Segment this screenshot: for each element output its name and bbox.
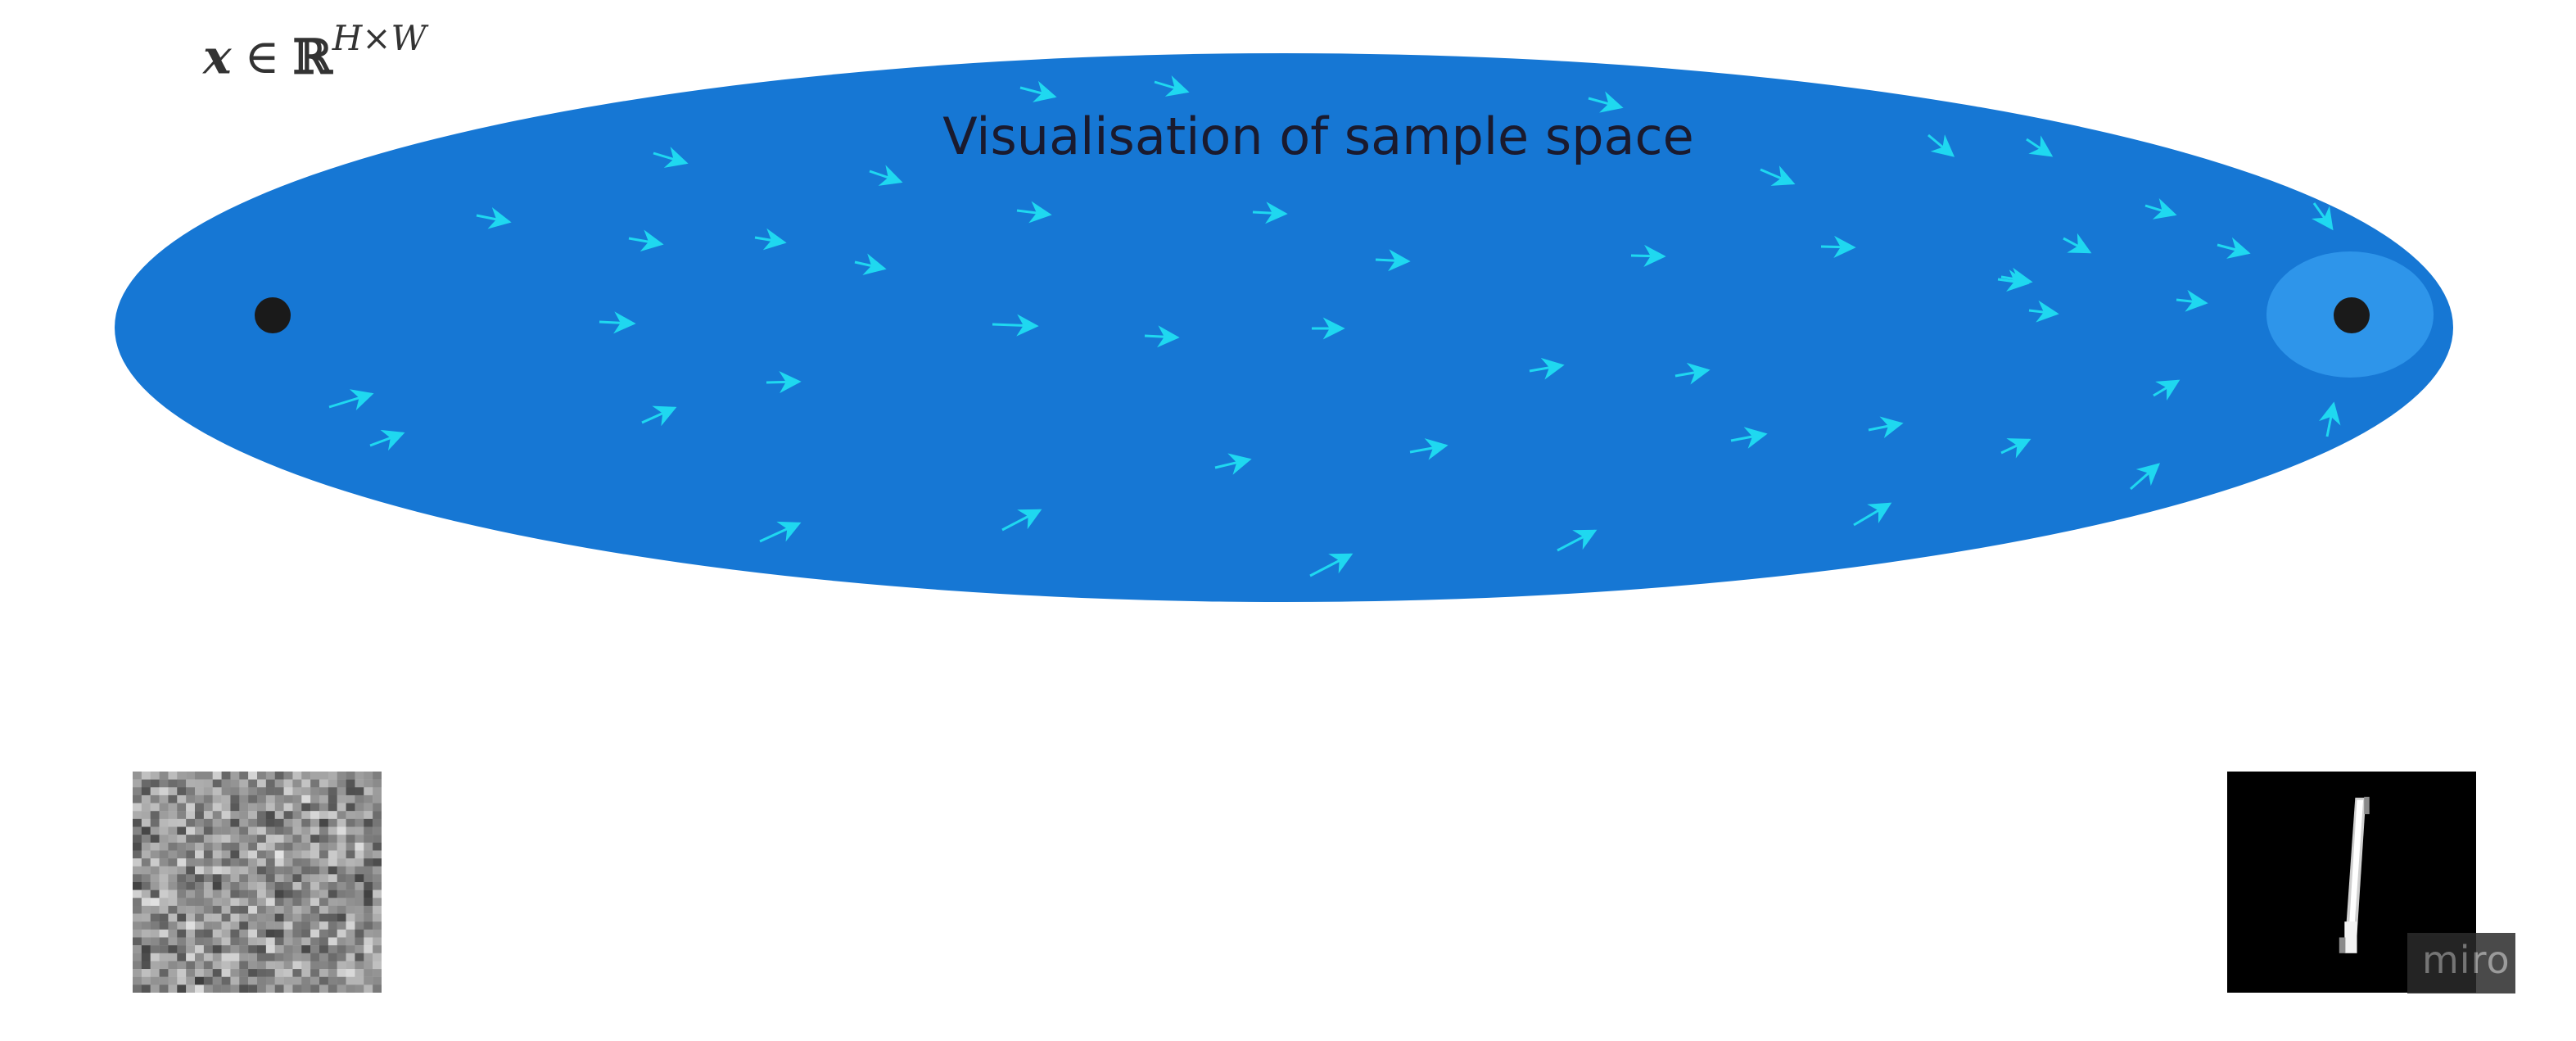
arrow-icon (1529, 357, 1565, 380)
arrow-icon (1868, 416, 1904, 439)
sample-space-ellipse (115, 53, 2453, 602)
arrow-icon (2318, 401, 2341, 437)
arrow-icon (2144, 197, 2177, 220)
arrow-icon (992, 314, 1039, 337)
arrow-icon (328, 389, 374, 411)
arrow-icon (754, 228, 787, 251)
formula-variable: x (203, 29, 232, 85)
start-point (255, 297, 291, 333)
arrow-icon (1760, 165, 1796, 186)
end-point (2334, 297, 2370, 333)
formula-exponent: H×W (332, 18, 427, 58)
arrow-icon (854, 253, 887, 275)
sample-space-formula: x ∈ ℝH×W (203, 18, 427, 85)
arrow-icon (476, 206, 512, 229)
arrow-icon (653, 147, 689, 168)
formula-operator: ∈ (244, 29, 280, 85)
arrow-icon (1154, 75, 1190, 97)
arrow-icon (869, 165, 903, 186)
arrow-icon (628, 229, 664, 252)
miro-watermark: miro (2407, 933, 2515, 993)
arrow-icon (759, 521, 802, 543)
arrow-icon (1019, 80, 1057, 102)
arrow-icon (1588, 91, 1624, 113)
arrow-icon (1557, 529, 1598, 552)
arrow-icon (2028, 300, 2059, 323)
arrow-icon (641, 405, 677, 427)
arrow-icon (2153, 379, 2181, 401)
miro-logo-text: miro (2422, 938, 2510, 982)
arrow-icon (1853, 502, 1892, 527)
arrow-icon (1309, 553, 1354, 577)
arrow-icon (1001, 509, 1042, 532)
noise-image (133, 772, 382, 993)
arrow-icon (2130, 463, 2161, 491)
arrow-icon (1016, 201, 1052, 224)
arrow-icon (1144, 325, 1180, 348)
arrow-icon (2063, 233, 2092, 254)
arrow-icon (1375, 249, 1411, 272)
arrow-icon (2176, 289, 2208, 312)
arrow-icon (1214, 453, 1252, 475)
diagram-title: Visualisation of sample space (942, 106, 1694, 166)
arrow-icon (1409, 438, 1448, 460)
flow-arrows (328, 75, 2341, 577)
arrow-icon (2000, 438, 2031, 459)
arrow-icon (2000, 267, 2033, 290)
arrow-icon (599, 311, 636, 334)
arrow-icon (1927, 134, 1955, 157)
arrow-icon (2311, 202, 2334, 231)
arrow-icon (1730, 427, 1768, 449)
arrow-icon (2217, 237, 2251, 259)
arrow-icon (1252, 201, 1288, 224)
formula-set: ℝ (292, 29, 332, 85)
arrow-icon (369, 429, 405, 451)
arrow-icon (2026, 135, 2054, 157)
arrow-icon (1674, 362, 1711, 385)
